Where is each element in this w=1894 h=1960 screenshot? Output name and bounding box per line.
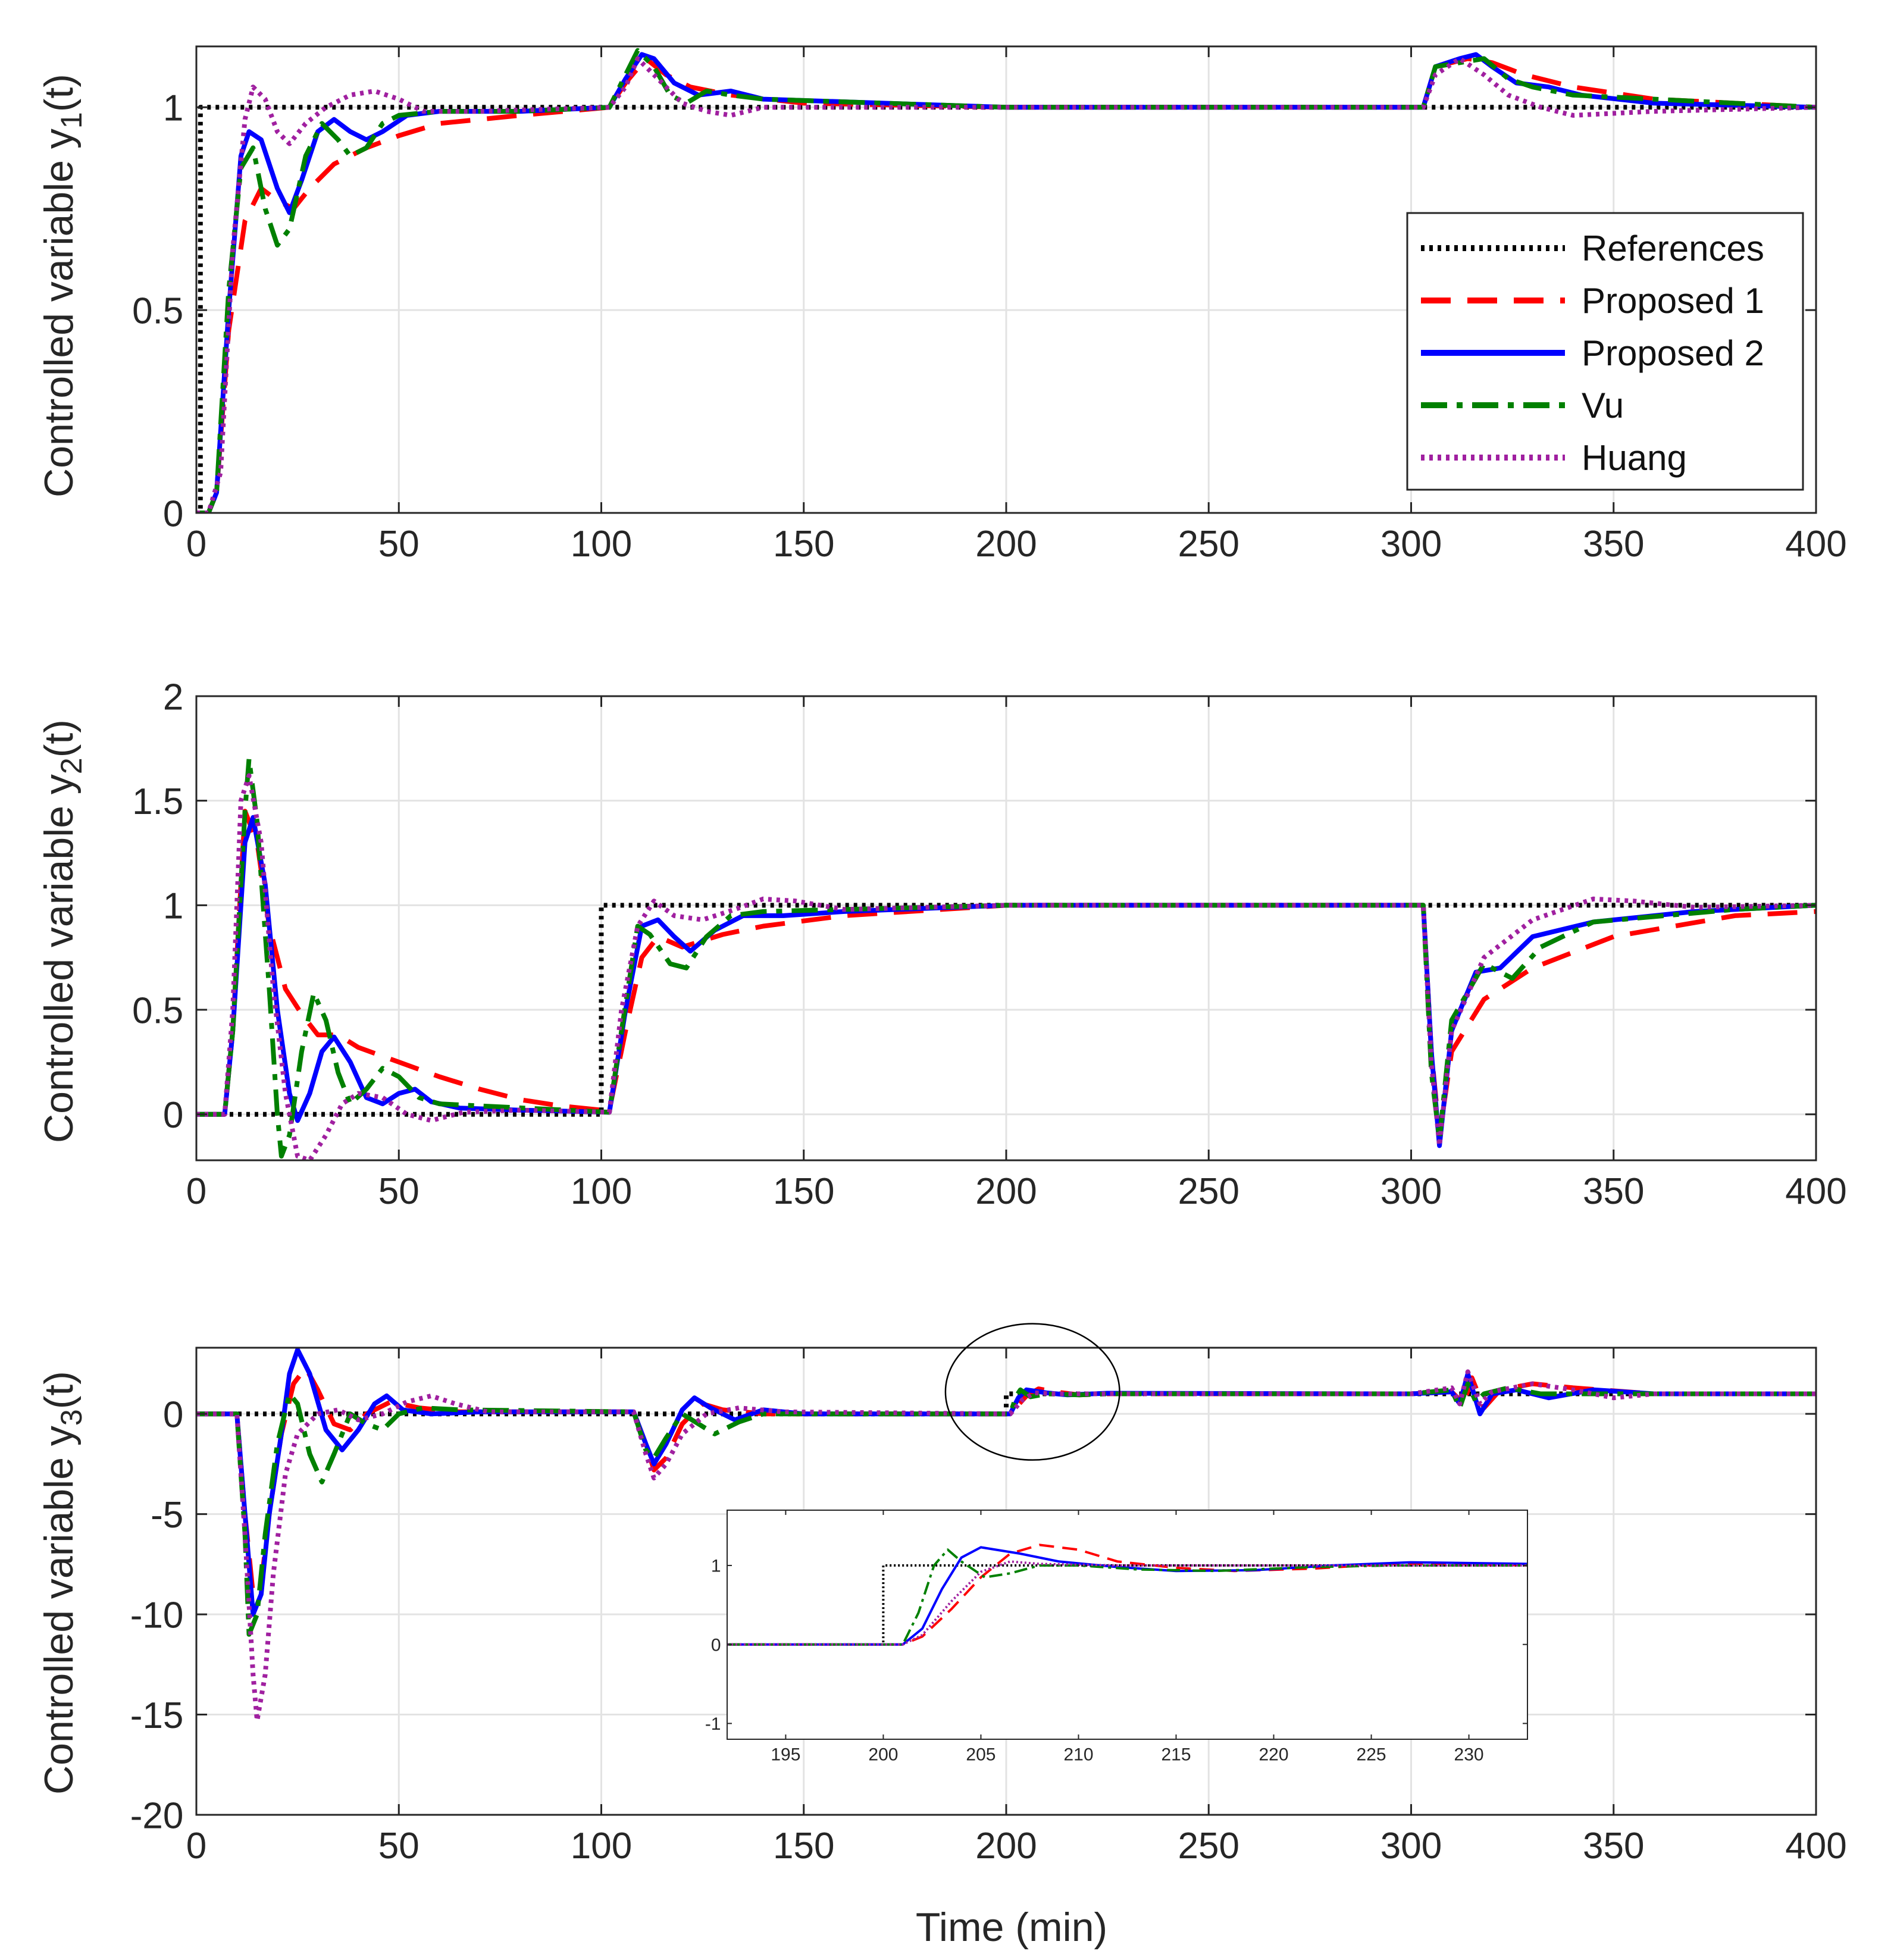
- y1-ytick-label: 0: [163, 493, 183, 534]
- y2-xtick-label: 200: [975, 1171, 1037, 1212]
- inset-tick-labels: 195 200 205 210 215 220 225 230 -1 0 1: [705, 1510, 1527, 1764]
- y1-xtick-label: 100: [571, 524, 632, 565]
- y3-tick-labels: 0 50 100 150 200 250 300 350 400-20-15-10-50: [130, 1348, 1847, 1867]
- legend-label-proposed-2: Proposed 2: [1582, 333, 1764, 373]
- inset-ytick-label: 0: [711, 1635, 721, 1655]
- y2-xtick-label: 250: [1178, 1171, 1239, 1212]
- y1-xtick-label: 200: [975, 524, 1037, 565]
- y1-xtick-label: 250: [1178, 524, 1239, 565]
- y3-xtick-label: 0: [186, 1826, 206, 1867]
- inset-series-proposed-2: [727, 1546, 1527, 1646]
- y1-xtick-label: 300: [1380, 524, 1442, 565]
- y3-axis-label: Controlled variable y3(t): [36, 1371, 88, 1795]
- y1-xtick-label: 50: [378, 524, 420, 565]
- inset-xtick-label: 195: [771, 1745, 800, 1764]
- y2-series-references: [196, 903, 1816, 1117]
- y3-xtick-label: 350: [1583, 1826, 1644, 1867]
- y3-xtick-label: 150: [773, 1826, 834, 1867]
- y1-series-proposed-1: [196, 56, 1816, 513]
- y3-ytick-label: -10: [130, 1595, 184, 1636]
- inset-ytick-label: -1: [705, 1714, 721, 1734]
- y2-ytick-label: 2: [163, 677, 183, 718]
- y1-series-huang: [196, 56, 1816, 513]
- subplot-y2: 0 50 100 150 200 250 300 350 400 0 0.5 1 1.5 2 Contro…: [36, 677, 1847, 1212]
- inset-axes-box: [727, 1510, 1528, 1740]
- inset-xtick-label: 215: [1161, 1745, 1191, 1764]
- y2-xtick-label: 0: [186, 1171, 206, 1212]
- y2-xtick-label: 350: [1583, 1171, 1644, 1212]
- y2-series-huang: [196, 773, 1816, 1160]
- inset-xtick-label: 225: [1357, 1745, 1386, 1764]
- x-axis-label: Time (min): [916, 1905, 1107, 1950]
- legend-label-vu: Vu: [1582, 386, 1624, 425]
- inset-xtick-label: 220: [1259, 1745, 1289, 1764]
- legend-label-proposed-1: Proposed 1: [1582, 281, 1764, 321]
- y1-axis-label: Controlled variable y1(t): [36, 74, 88, 497]
- subplot-y1: 0 50 100 150 200 250 300 350 400 0 0.5 1 Controlled…: [36, 45, 1847, 565]
- y3-series-lines: [196, 1348, 1816, 1723]
- y3-xtick-label: 50: [378, 1826, 420, 1867]
- inset-xtick-label: 205: [966, 1745, 995, 1764]
- y2-ytick-label: 1: [163, 886, 183, 927]
- y1-ytick-label: 1: [163, 88, 183, 129]
- y3-ytick-label: -5: [151, 1495, 183, 1536]
- legend-label-huang: Huang: [1582, 438, 1687, 478]
- subplot-y3: 0 50 100 150 200 250 300 350 400-20-15-10-50 Con…: [36, 1323, 1847, 1950]
- y2-series-lines: [196, 756, 1816, 1160]
- y3-xtick-label: 100: [571, 1826, 632, 1867]
- y2-series-proposed-1: [196, 809, 1816, 1138]
- y1-xtick-label: 400: [1785, 524, 1846, 565]
- y1-xtick-label: 350: [1583, 524, 1644, 565]
- y3-xtick-label: 250: [1178, 1826, 1239, 1867]
- legend: References Proposed 1 Proposed 2 Vu Huan…: [1406, 212, 1804, 491]
- legend-label-references: References: [1582, 228, 1764, 268]
- y3-ytick-label: -20: [130, 1795, 184, 1836]
- y1-ytick-label: 0.5: [132, 290, 183, 331]
- y1-tick-labels: 0 50 100 150 200 250 300 350 400 0 0.5 1: [132, 46, 1847, 565]
- inset-xtick-label: 200: [868, 1745, 898, 1764]
- y2-tick-labels: 0 50 100 150 200 250 300 350 400 0 0.5 1 1.5 2: [132, 677, 1847, 1212]
- inset-ytick-label: 1: [711, 1557, 721, 1576]
- y2-xtick-label: 300: [1380, 1171, 1442, 1212]
- y2-xtick-label: 50: [378, 1171, 420, 1212]
- inset-series-lines: [727, 1543, 1527, 1646]
- y2-xtick-label: 400: [1785, 1171, 1846, 1212]
- inset-series-huang: [727, 1560, 1527, 1646]
- inset-background: [727, 1510, 1527, 1739]
- y2-axis-label: Controlled variable y2(t): [36, 719, 88, 1143]
- inset-xtick-label: 230: [1454, 1745, 1484, 1764]
- zoom-highlight-ellipse: [944, 1323, 1120, 1461]
- y2-ytick-label: 0.5: [132, 990, 183, 1031]
- y1-xtick-label: 0: [186, 524, 206, 565]
- inset-xtick-label: 210: [1063, 1745, 1093, 1764]
- y2-ytick-label: 0: [163, 1095, 183, 1136]
- y3-ytick-label: -15: [130, 1695, 184, 1736]
- y3-xtick-label: 400: [1785, 1826, 1846, 1867]
- inset-series-vu: [727, 1548, 1527, 1646]
- y3-xtick-label: 300: [1380, 1826, 1442, 1867]
- y1-xtick-label: 150: [773, 524, 834, 565]
- y2-xtick-label: 100: [571, 1171, 632, 1212]
- y1-series-lines: [196, 48, 1816, 513]
- y2-xtick-label: 150: [773, 1171, 834, 1212]
- y3-xtick-label: 200: [975, 1826, 1037, 1867]
- zoom-inset: 195 200 205 210 215 220 225 230 -1 0 1: [705, 1510, 1528, 1764]
- y2-ytick-label: 1.5: [132, 781, 183, 822]
- y3-ytick-label: 0: [163, 1395, 183, 1436]
